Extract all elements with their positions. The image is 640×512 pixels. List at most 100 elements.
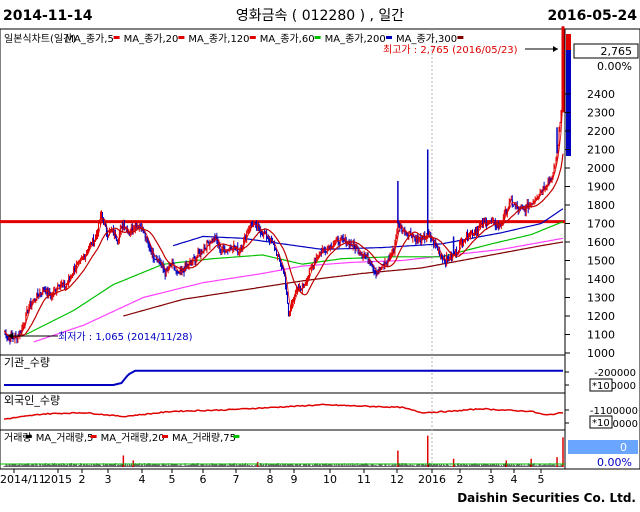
- candle-body: [495, 226, 497, 228]
- candle-body: [130, 227, 132, 233]
- candle-body: [74, 267, 76, 272]
- candle-body: [31, 303, 33, 307]
- candle-body: [239, 251, 241, 253]
- candle-body: [155, 259, 157, 261]
- candle-body: [392, 248, 394, 254]
- price-tick-label: 1500: [587, 255, 615, 268]
- candle-body: [304, 282, 306, 285]
- candle-body: [38, 295, 40, 297]
- candle-body: [476, 230, 478, 233]
- candle-body: [507, 208, 509, 211]
- candle-body: [286, 292, 288, 304]
- candle-body: [461, 240, 463, 242]
- candle-body: [32, 301, 34, 304]
- candle-body: [131, 227, 133, 231]
- candle-body: [360, 253, 362, 255]
- price-tick-label: 1100: [587, 329, 615, 342]
- candle-body: [452, 253, 454, 259]
- candle-body: [86, 252, 88, 255]
- candle-body: [16, 337, 18, 340]
- candle-body: [340, 237, 342, 239]
- candle-body: [487, 223, 489, 225]
- candle-body: [524, 208, 526, 213]
- candle-body: [178, 272, 180, 274]
- candle-body: [220, 249, 222, 251]
- candle-body: [264, 232, 266, 234]
- candle-body: [501, 221, 503, 224]
- candle-body: [335, 238, 337, 241]
- candle-body: [384, 262, 386, 267]
- candle-body: [111, 229, 113, 231]
- candle-body: [99, 215, 101, 223]
- candle-body: [97, 222, 99, 234]
- candle-body: [489, 220, 491, 223]
- price-change-pct: 0.00%: [597, 60, 632, 73]
- candle-body: [330, 244, 332, 248]
- candle-body: [282, 267, 284, 269]
- candle-body: [319, 251, 321, 254]
- candle-body: [300, 288, 302, 291]
- candle-body: [223, 246, 225, 249]
- candle-body: [339, 238, 341, 245]
- axis-panel-frame: [564, 28, 640, 470]
- candle-body: [541, 191, 543, 193]
- candle-body: [374, 270, 376, 272]
- candle-body: [368, 260, 370, 262]
- candle-body: [272, 242, 274, 244]
- candle-body: [164, 271, 166, 277]
- candle-body: [398, 221, 400, 224]
- candle-body: [477, 227, 479, 233]
- candle-body: [395, 237, 397, 243]
- candle-body: [273, 242, 275, 245]
- candle-body: [370, 263, 372, 265]
- candle-body: [161, 263, 163, 265]
- candle-body: [307, 276, 309, 279]
- candle-body: [36, 292, 38, 300]
- candle-body: [451, 254, 453, 259]
- candle-body: [193, 257, 195, 259]
- candle-body: [266, 232, 268, 239]
- volume-legend-label: MA_거래량,5: [36, 432, 94, 444]
- volume-value-box: [568, 440, 638, 454]
- candle-body: [321, 248, 323, 253]
- candle-body: [486, 224, 488, 226]
- candle-body: [338, 242, 340, 245]
- candle-body: [433, 238, 435, 245]
- candle-body: [42, 287, 44, 294]
- candle-body: [143, 232, 145, 234]
- candle-body: [303, 284, 305, 286]
- candle-body: [411, 235, 413, 239]
- candle-body: [348, 242, 350, 247]
- candle-body: [466, 231, 468, 238]
- ma120-line: [33, 237, 564, 343]
- candle-body: [64, 281, 66, 288]
- candle-body: [470, 231, 472, 233]
- price-legend-swatch: [249, 36, 256, 39]
- candle-body: [245, 235, 247, 240]
- candle-body: [274, 244, 276, 250]
- candle-body: [13, 337, 15, 339]
- candle-body: [472, 233, 474, 235]
- candle-body: [81, 258, 83, 260]
- candle-body: [63, 281, 65, 284]
- candle-body: [241, 247, 243, 249]
- ma300-line: [123, 241, 564, 317]
- candle-body: [177, 271, 179, 273]
- candle-body: [60, 284, 62, 287]
- volume-change-pct: 0.00%: [597, 456, 632, 469]
- candle-body: [82, 257, 84, 259]
- candle-body: [96, 233, 98, 235]
- x-tick-label: 2014/11: [0, 473, 46, 486]
- price-tick-label: 1000: [587, 347, 615, 360]
- candle-body: [475, 230, 477, 234]
- price-tick-label: 2200: [587, 125, 615, 138]
- candle-body: [388, 258, 390, 261]
- candle-body: [187, 264, 189, 266]
- candle-body: [238, 251, 240, 254]
- x-tick-label: 5: [538, 473, 545, 486]
- candle-body: [359, 252, 361, 255]
- candle-body: [454, 253, 456, 255]
- candle-body: [308, 269, 310, 277]
- candle-body: [175, 270, 177, 272]
- institution-series: [4, 369, 563, 386]
